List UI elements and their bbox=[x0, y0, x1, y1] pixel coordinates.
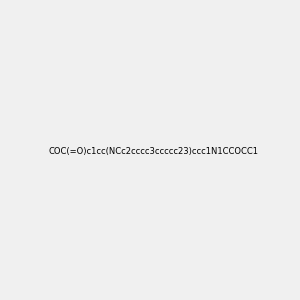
Text: COC(=O)c1cc(NCc2cccc3ccccc23)ccc1N1CCOCC1: COC(=O)c1cc(NCc2cccc3ccccc23)ccc1N1CCOCC… bbox=[49, 147, 259, 156]
